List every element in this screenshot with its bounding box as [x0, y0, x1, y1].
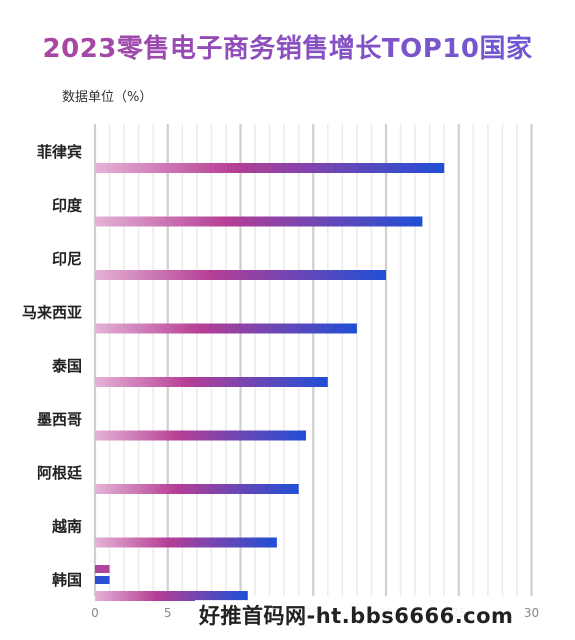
- x-tick-label: 5: [164, 606, 172, 620]
- bar: [95, 163, 445, 173]
- category-label: 印尼: [52, 250, 82, 268]
- grid-lines: [93, 124, 533, 596]
- mini-bar: [95, 565, 110, 573]
- bar: [95, 537, 277, 548]
- bar: [95, 591, 248, 601]
- unit-label: 数据单位（%）: [62, 90, 153, 105]
- bar: [95, 377, 328, 387]
- x-tick-label: 30: [524, 606, 539, 620]
- category-label: 墨西哥: [37, 411, 82, 429]
- mini-bar: [95, 576, 110, 584]
- bar: [95, 270, 386, 280]
- category-label: 菲律宾: [37, 143, 82, 161]
- category-label: 阿根廷: [37, 464, 83, 482]
- category-label: 泰国: [51, 357, 82, 375]
- category-label: 印度: [52, 197, 83, 215]
- bar: [95, 484, 299, 494]
- bar: [95, 323, 357, 334]
- watermark: 好推首码网-ht.bbs6666.com: [195, 600, 518, 630]
- category-label: 马来西亚: [22, 304, 82, 322]
- bar: [95, 430, 306, 441]
- category-label: 越南: [51, 518, 82, 536]
- bar: [95, 216, 423, 227]
- x-tick-label: 0: [91, 606, 99, 620]
- chart-title: 2023零售电子商务销售增长TOP10国家: [0, 28, 575, 65]
- category-label: 韩国: [52, 571, 82, 589]
